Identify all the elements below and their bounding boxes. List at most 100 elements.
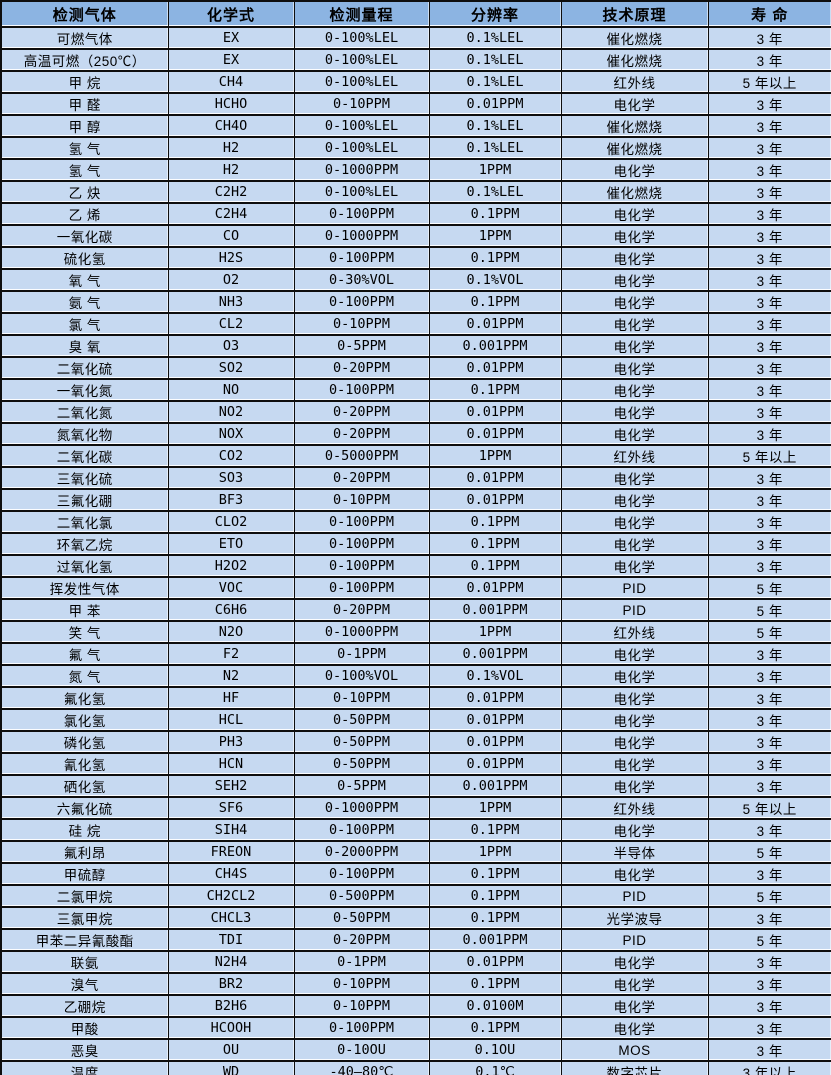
table-cell: NO [167, 378, 295, 402]
table-cell: H2 [167, 136, 295, 160]
table-cell: NH3 [167, 290, 295, 314]
table-cell: 3 年 [707, 906, 831, 930]
table-cell: 0-10PPM [293, 312, 430, 336]
table-cell: 0.01PPM [428, 950, 562, 974]
table-row: 乙 炔 C2H2 0-100%LEL 0.1%LEL 催化燃烧 3 年 [0, 180, 831, 204]
table-cell: 电化学 [560, 1016, 709, 1040]
table-row: 二氧化氮 NO2 0-20PPM 0.01PPM 电化学 3 年 [0, 400, 831, 424]
header-row: 检测气体 化学式 检测量程 分辨率 技术原理寿 命 [0, 0, 831, 28]
table-cell: 5 年 [707, 598, 831, 622]
table-cell: 氟 气 [0, 642, 169, 666]
table-cell: C6H6 [167, 598, 295, 622]
table-row: 臭 氧 O3 0-5PPM 0.001PPM 电化学 3 年 [0, 334, 831, 358]
table-cell: 0-100PPM [293, 862, 430, 886]
table-cell: SEH2 [167, 774, 295, 798]
table-cell: 3 年 [707, 202, 831, 226]
table-body: 可燃气体 EX 0-100%LEL 0.1%LEL 催化燃烧 3 年高温可燃（250℃） E… [0, 26, 831, 1075]
table-cell: 氮 气 [0, 664, 169, 688]
table-cell: 电化学 [560, 268, 709, 292]
table-row: 甲 烷 CH4 0-100%LEL 0.1%LEL 红外线 5 年以上 [0, 70, 831, 94]
table-cell: 甲酸 [0, 1016, 169, 1040]
table-cell: HCL [167, 708, 295, 732]
table-cell: 0.1PPM [428, 532, 562, 556]
table-row: 一氧化氮 NO 0-100PPM 0.1PPM 电化学 3 年 [0, 378, 831, 402]
table-cell: 0-50PPM [293, 708, 430, 732]
table-cell: 0-20PPM [293, 598, 430, 622]
table-row: 氯 气 CL2 0-10PPM 0.01PPM 电化学 3 年 [0, 312, 831, 336]
table-cell: 0.1%LEL [428, 114, 562, 138]
table-cell: 3 年 [707, 532, 831, 556]
table-cell: 0-10PPM [293, 972, 430, 996]
table-cell: 电化学 [560, 730, 709, 754]
table-cell: 甲 醛 [0, 92, 169, 116]
table-cell: 0.01PPM [428, 576, 562, 600]
table-cell: 0-100%LEL [293, 70, 430, 94]
table-cell: 0-10OU [293, 1038, 430, 1062]
table-cell: 0.0100M [428, 994, 562, 1018]
table-row: 氮氧化物 NOX 0-20PPM 0.01PPM 电化学 3 年 [0, 422, 831, 446]
table-cell: 0.1%LEL [428, 26, 562, 50]
table-cell: 3 年 [707, 334, 831, 358]
table-cell: 0.001PPM [428, 642, 562, 666]
table-cell: 1PPM [428, 796, 562, 820]
table-row: 氨 气 NH3 0-100PPM 0.1PPM 电化学 3 年 [0, 290, 831, 314]
table-cell: 0.001PPM [428, 774, 562, 798]
table-cell: CH4S [167, 862, 295, 886]
table-cell: 3 年 [707, 686, 831, 710]
table-cell: 三氯甲烷 [0, 906, 169, 930]
table-cell: O3 [167, 334, 295, 358]
table-cell: 0-20PPM [293, 422, 430, 446]
table-cell: 3 年 [707, 730, 831, 754]
table-cell: 0-5PPM [293, 334, 430, 358]
table-cell: 电化学 [560, 686, 709, 710]
table-cell: 3 年 [707, 92, 831, 116]
table-row: 氯化氢 HCL 0-50PPM 0.01PPM 电化学 3 年 [0, 708, 831, 732]
table-cell: EX [167, 48, 295, 72]
table-cell: 六氟化硫 [0, 796, 169, 820]
table-cell: 0-10PPM [293, 994, 430, 1018]
table-cell: 电化学 [560, 994, 709, 1018]
table-row: 联氨 N2H4 0-1PPM 0.01PPM 电化学 3 年 [0, 950, 831, 974]
table-cell: 红外线 [560, 620, 709, 644]
table-cell: 0-1000PPM [293, 796, 430, 820]
table-cell: 5 年 [707, 840, 831, 864]
table-cell: 甲苯二异氰酸酯 [0, 928, 169, 952]
table-cell: 3 年 [707, 26, 831, 50]
table-cell: PID [560, 598, 709, 622]
table-cell: 3 年 [707, 664, 831, 688]
table-cell: 3 年 [707, 158, 831, 182]
table-cell: SO3 [167, 466, 295, 490]
table-cell: 3 年 [707, 818, 831, 842]
table-cell: OU [167, 1038, 295, 1062]
table-row: 乙硼烷 B2H6 0-10PPM 0.0100M 电化学 3 年 [0, 994, 831, 1018]
table-cell: 0.01PPM [428, 488, 562, 512]
table-cell: 乙 烯 [0, 202, 169, 226]
table-cell: 0.01PPM [428, 752, 562, 776]
table-cell: 电化学 [560, 202, 709, 226]
table-cell: 电化学 [560, 356, 709, 380]
column-header-2: 检测量程 [293, 0, 430, 28]
table-cell: 1PPM [428, 444, 562, 468]
table-cell: 温度 [0, 1060, 169, 1075]
table-row: 氧 气 O2 0-30%VOL 0.1%VOL 电化学 3 年 [0, 268, 831, 292]
table-cell: 二氧化氯 [0, 510, 169, 534]
table-cell: CL2 [167, 312, 295, 336]
table-cell: 电化学 [560, 510, 709, 534]
table-cell: 0-50PPM [293, 906, 430, 930]
table-cell: 红外线 [560, 444, 709, 468]
table-cell: NO2 [167, 400, 295, 424]
table-cell: 催化燃烧 [560, 180, 709, 204]
table-cell: 5 年以上 [707, 444, 831, 468]
table-cell: 0.1PPM [428, 1016, 562, 1040]
table-cell: 0-100%LEL [293, 114, 430, 138]
table-cell: 半导体 [560, 840, 709, 864]
table-cell: 联氨 [0, 950, 169, 974]
table-cell: 0-50PPM [293, 730, 430, 754]
table-row: 二氧化碳 CO2 0-5000PPM 1PPM 红外线 5 年以上 [0, 444, 831, 468]
table-cell: 三氧化硫 [0, 466, 169, 490]
table-cell: SF6 [167, 796, 295, 820]
table-row: 挥发性气体 VOC 0-100PPM 0.01PPM PID 5 年 [0, 576, 831, 600]
table-cell: 3 年 [707, 224, 831, 248]
table-cell: 过氧化氢 [0, 554, 169, 578]
